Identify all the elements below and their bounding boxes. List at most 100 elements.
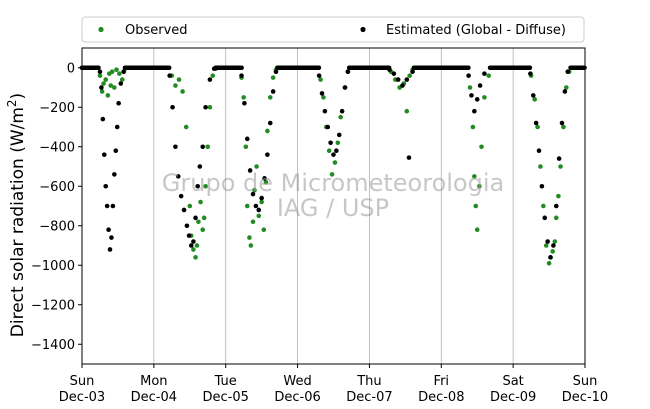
data-point xyxy=(558,164,563,169)
data-point xyxy=(334,148,339,153)
data-point xyxy=(466,73,471,78)
data-point xyxy=(259,199,264,205)
data-point xyxy=(118,81,124,86)
y-tick-label: −600 xyxy=(39,180,75,195)
data-point xyxy=(103,183,109,189)
data-point xyxy=(200,144,206,150)
data-point xyxy=(187,203,193,209)
data-point xyxy=(472,174,477,179)
data-point xyxy=(181,207,187,213)
data-point xyxy=(527,65,533,71)
data-point xyxy=(267,120,273,126)
data-point xyxy=(247,235,252,240)
data-point xyxy=(254,164,259,169)
data-point xyxy=(114,67,119,73)
data-point xyxy=(536,148,542,153)
x-tick-label-date: Dec-08 xyxy=(418,390,464,405)
data-point xyxy=(248,243,254,248)
data-point xyxy=(97,73,103,78)
data-point xyxy=(188,243,194,248)
data-point xyxy=(170,104,175,110)
data-point xyxy=(562,89,568,94)
data-point xyxy=(482,95,487,100)
legend: Observed Estimated (Global - Diffuse) xyxy=(81,16,585,43)
series-estimated xyxy=(79,65,587,260)
data-point xyxy=(530,93,536,98)
data-point xyxy=(325,124,331,130)
data-point xyxy=(207,104,213,110)
data-point xyxy=(101,152,107,157)
data-point xyxy=(336,132,342,138)
data-point xyxy=(467,85,473,90)
data-point xyxy=(338,114,343,120)
data-point xyxy=(180,89,185,94)
data-point xyxy=(262,176,267,181)
x-tick-label-date: Dec-10 xyxy=(562,390,608,405)
y-tick-label: 0 xyxy=(67,61,75,76)
data-point xyxy=(319,91,325,96)
data-point xyxy=(321,95,326,100)
data-point xyxy=(482,71,487,76)
legend-box xyxy=(81,16,585,43)
data-point xyxy=(196,219,201,225)
data-point xyxy=(256,213,262,219)
data-point xyxy=(339,108,345,114)
data-point xyxy=(404,108,410,114)
y-axis: 0 −200 −400 −600 −800 −1000 −1200 −1400 xyxy=(31,61,82,353)
data-point xyxy=(243,144,249,150)
data-point xyxy=(265,128,270,134)
data-point xyxy=(538,164,543,169)
data-point xyxy=(99,89,105,94)
data-point xyxy=(106,227,111,232)
data-point xyxy=(535,124,540,130)
series-observed xyxy=(79,65,587,266)
data-point xyxy=(261,227,267,232)
data-point xyxy=(561,124,566,130)
data-point xyxy=(556,156,562,161)
data-point xyxy=(195,183,200,189)
legend-marker-estimated xyxy=(360,26,366,33)
data-point xyxy=(210,73,216,78)
x-tick-label-date: Dec-04 xyxy=(131,390,177,405)
data-point xyxy=(553,203,559,209)
data-point xyxy=(173,144,178,150)
vertical-grid xyxy=(153,48,514,364)
x-tick-label-day: Mon xyxy=(140,374,167,389)
data-point xyxy=(96,65,101,71)
x-tick-label-day: Sun xyxy=(70,374,95,389)
data-point xyxy=(194,243,200,248)
data-point xyxy=(201,215,207,221)
data-point xyxy=(109,69,115,74)
data-point xyxy=(104,203,110,209)
data-point xyxy=(265,152,270,157)
data-points xyxy=(79,65,587,266)
data-point xyxy=(117,71,122,76)
data-point xyxy=(332,160,338,165)
y-axis-label-sup: 2 xyxy=(5,99,19,107)
data-point xyxy=(247,168,253,173)
y-axis-label-main: Direct solar radiation (W/m xyxy=(8,107,28,337)
y-tick-label: −1400 xyxy=(31,338,75,353)
data-point xyxy=(175,174,181,179)
x-tick-label-day: Sat xyxy=(502,374,523,389)
data-point xyxy=(256,207,262,213)
y-tick-label: −1200 xyxy=(31,298,75,313)
data-point xyxy=(551,243,556,248)
data-point xyxy=(552,239,558,244)
y-tick-label: −200 xyxy=(39,101,75,116)
data-point xyxy=(316,65,322,71)
data-point xyxy=(267,95,273,100)
x-tick-label-day: Sun xyxy=(573,374,598,389)
data-point xyxy=(110,203,116,209)
data-point xyxy=(173,83,178,88)
data-point xyxy=(564,85,569,90)
data-point xyxy=(553,215,559,221)
data-point xyxy=(186,233,192,238)
y-axis-label: Direct solar radiation (W/m2) xyxy=(5,93,28,337)
y-tick-label: −1000 xyxy=(31,259,75,274)
data-point xyxy=(539,183,545,189)
data-point xyxy=(545,239,550,244)
legend-marker-observed xyxy=(98,26,104,33)
data-point xyxy=(486,73,492,78)
data-point xyxy=(184,223,190,229)
